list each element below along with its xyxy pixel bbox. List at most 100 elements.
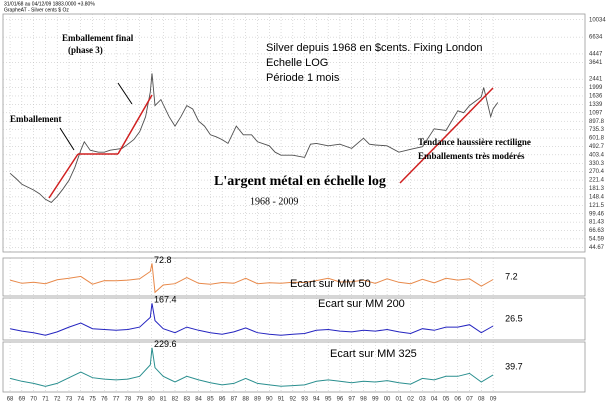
y-tick-label: 330.3 <box>589 161 605 167</box>
x-tick-label: 97 <box>348 397 355 403</box>
y-tick-label: 10034 <box>589 17 606 23</box>
x-tick-label: 96 <box>337 397 344 403</box>
value-label: 229.6 <box>154 339 177 349</box>
x-tick-label: 77 <box>113 397 120 403</box>
x-tick-label: 07 <box>466 397 473 403</box>
y-tick-label: 403.4 <box>589 152 605 158</box>
y-tick-label: 4447 <box>589 52 603 58</box>
x-tick-label: 76 <box>101 397 108 403</box>
x-tick-label: 75 <box>89 397 96 403</box>
x-tick-label: 73 <box>66 397 73 403</box>
x-tick-label: 05 <box>443 397 450 403</box>
y-tick-label: 897.8 <box>589 119 605 125</box>
y-tick-label: 121.5 <box>589 203 605 209</box>
x-tick-label: 01 <box>396 397 403 403</box>
y-tick-label: 270.4 <box>589 169 605 175</box>
x-tick-label: 98 <box>360 397 367 403</box>
value-label: 39.7 <box>505 361 523 371</box>
x-tick-label: 68 <box>7 397 14 403</box>
annotation: Silver depuis 1968 en $cents. Fixing Lon… <box>266 42 482 54</box>
annotation: Tendance haussière rectiligne <box>418 137 531 147</box>
annotation: Emballement <box>10 114 62 124</box>
y-tick-label: 601.8 <box>589 136 605 142</box>
panel-frame <box>2 341 586 393</box>
y-tick-label: 81.43 <box>589 220 605 226</box>
x-tick-label: 70 <box>30 397 37 403</box>
x-tick-label: 71 <box>42 397 49 403</box>
annotation: (phase 3) <box>68 45 103 55</box>
y-tick-label: 735.3 <box>589 127 605 133</box>
y-tick-label: 99.46 <box>589 211 605 217</box>
y-tick-label: 3641 <box>589 60 603 66</box>
y-tick-label: 1636 <box>589 94 603 100</box>
x-tick-label: 02 <box>407 397 414 403</box>
header-info: GrapheAT - Silver cents $ Oz <box>4 7 69 13</box>
value-label: 7.2 <box>505 271 518 281</box>
x-tick-label: 79 <box>136 397 143 403</box>
x-tick-label: 85 <box>207 397 214 403</box>
x-tick-label: 95 <box>325 397 332 403</box>
x-tick-label: 69 <box>19 397 26 403</box>
arrow <box>59 127 75 151</box>
annotation: L'argent métal en échelle log <box>214 174 386 189</box>
panel-frame <box>2 257 586 297</box>
annotation: Période 1 mois <box>266 72 340 84</box>
annotation: Emballements très modérés <box>418 151 525 161</box>
panel-title: Ecart sur MM 200 <box>318 298 405 310</box>
y-tick-label: 66.63 <box>589 228 605 234</box>
annotation: Echelle LOG <box>266 57 328 69</box>
x-tick-label: 86 <box>219 397 226 403</box>
x-tick-label: 93 <box>301 397 308 403</box>
x-tick-label: 78 <box>125 397 132 403</box>
y-tick-label: 1097 <box>589 110 603 116</box>
annotation: 1968 - 2009 <box>250 196 298 207</box>
y-tick-label: 492.7 <box>589 144 605 150</box>
x-tick-label: 04 <box>431 397 438 403</box>
price-line <box>10 303 494 336</box>
y-tick-label: 54.59 <box>589 237 605 243</box>
price-line <box>9 73 499 203</box>
x-tick-label: 03 <box>419 397 426 403</box>
panel-frame <box>2 297 586 341</box>
x-tick-label: 72 <box>54 397 61 403</box>
x-tick-label: 87 <box>231 397 238 403</box>
trend-line <box>399 87 494 184</box>
value-label: 72.8 <box>154 255 172 265</box>
grid <box>2 13 586 393</box>
y-tick-label: 181.3 <box>589 186 605 192</box>
x-tick-label: 83 <box>183 397 190 403</box>
x-tick-label: 08 <box>478 397 485 403</box>
panel-title: Ecart sur MM 50 <box>290 278 371 290</box>
price-line <box>9 263 494 294</box>
y-tick-label: 221.4 <box>589 178 605 184</box>
y-tick-label: 1999 <box>589 85 603 91</box>
panel-frame <box>2 13 586 253</box>
x-tick-label: 91 <box>278 397 285 403</box>
y-tick-label: 6634 <box>589 35 603 41</box>
x-tick-label: 99 <box>372 397 379 403</box>
annotation: Emballement final <box>62 33 134 43</box>
trend-line <box>117 94 153 155</box>
trend-line <box>48 153 79 199</box>
x-tick-label: 84 <box>195 397 202 403</box>
arrow <box>117 82 133 105</box>
x-tick-label: 88 <box>242 397 249 403</box>
x-tick-label: 89 <box>254 397 261 403</box>
x-tick-label: 06 <box>454 397 461 403</box>
x-tick-label: 90 <box>266 397 273 403</box>
y-tick-label: 1339 <box>589 102 603 108</box>
plot: 72.8 7.2 167.4 26.5 229.6 39.7 <box>9 73 523 387</box>
x-tick-label: 80 <box>148 397 155 403</box>
x-tick-label: 92 <box>289 397 296 403</box>
value-label: 167.4 <box>154 295 177 305</box>
y-tick-label: 44.67 <box>589 245 605 251</box>
price-line <box>9 347 494 387</box>
x-tick-label: 81 <box>160 397 167 403</box>
panel-title: Ecart sur MM 325 <box>330 348 417 360</box>
x-tick-label: 74 <box>77 397 84 403</box>
y-tick-label: 148.4 <box>589 194 605 200</box>
x-tick-label: 09 <box>490 397 497 403</box>
y-tick-label: 2441 <box>589 77 603 83</box>
